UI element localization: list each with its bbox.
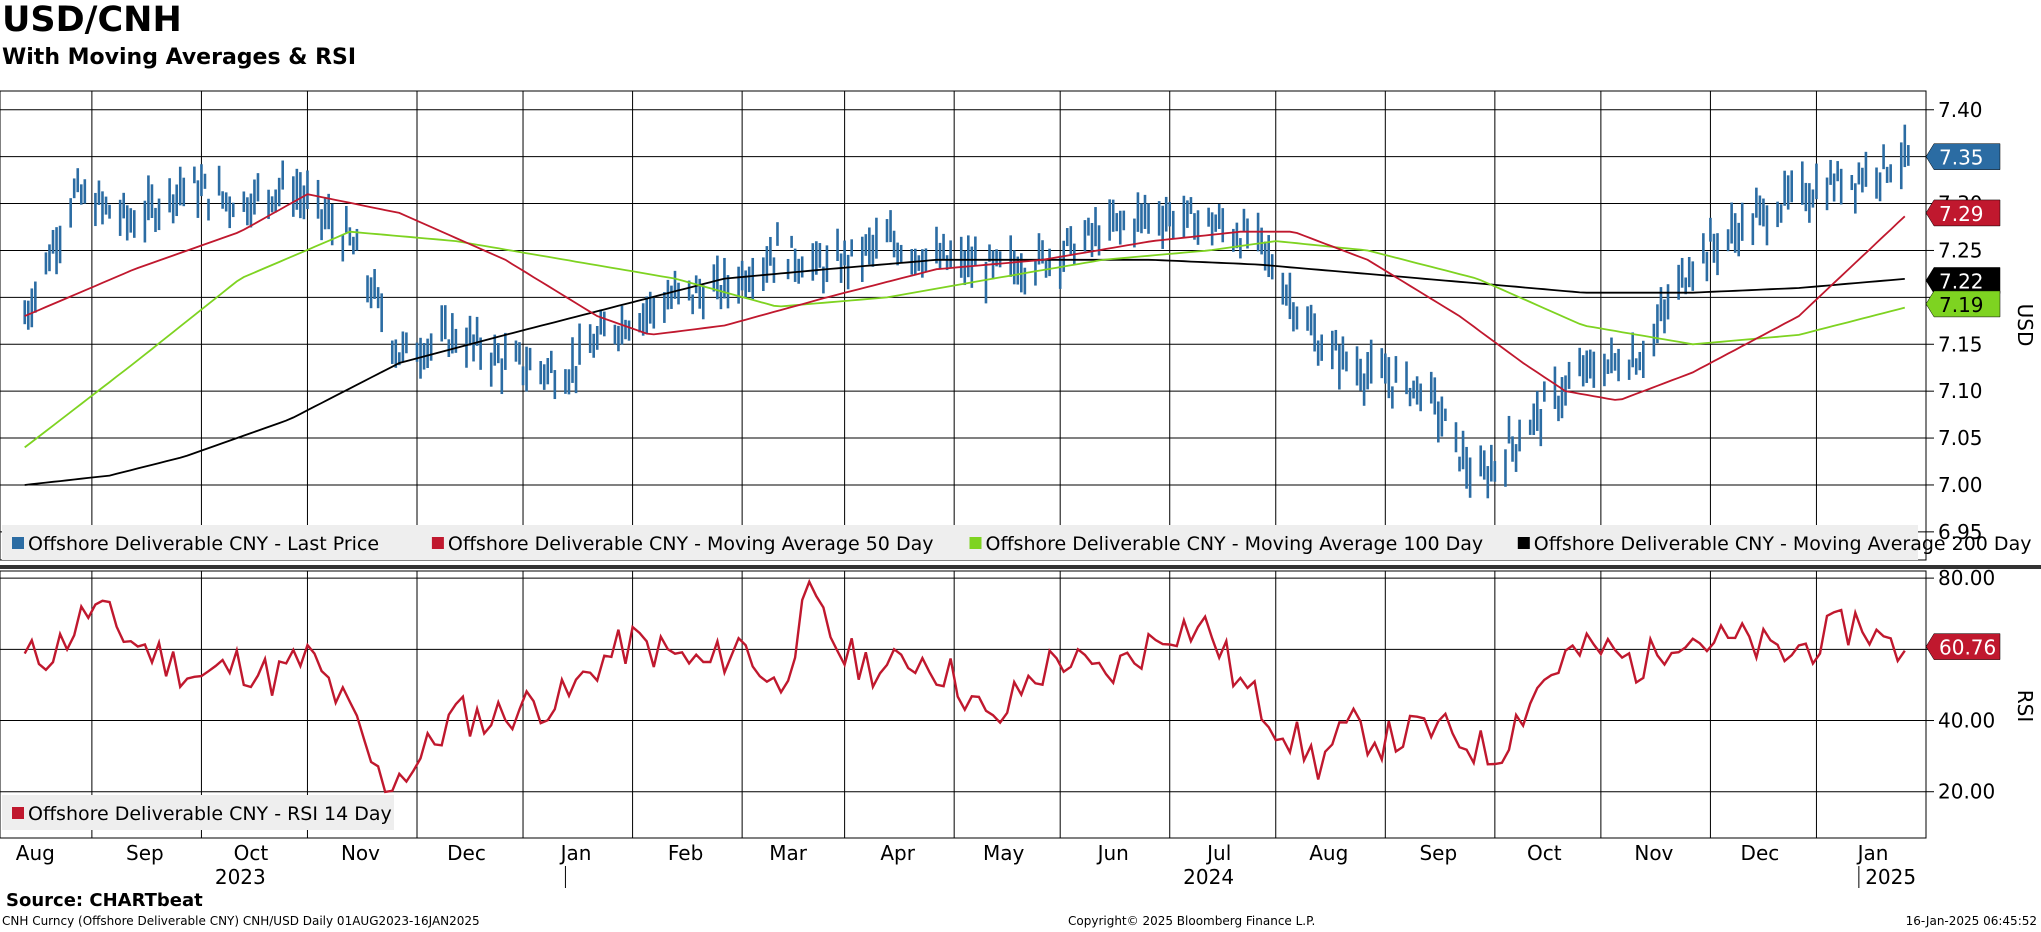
price-tick-label: 6.95 (1938, 520, 1983, 544)
price-panel-frame (0, 90, 1927, 561)
month-label: Jul (1205, 841, 1231, 865)
source-label: Source: CHARTbeat (6, 890, 203, 911)
ma200-last-tag: 7.22 (1925, 267, 2001, 294)
month-label: Jun (1096, 841, 1129, 865)
legend-swatch-price (12, 537, 24, 549)
legend-label-ma200: Offshore Deliverable CNY - Moving Averag… (1534, 533, 2032, 555)
month-label: Sep (126, 841, 164, 865)
price-last-tag-bg (1925, 143, 2001, 170)
month-label: Apr (880, 841, 915, 865)
month-label: Jan (559, 841, 592, 865)
rsi-legend: Offshore Deliverable CNY - RSI 14 Day (2, 795, 394, 830)
year-label: 2024 (1183, 865, 1234, 889)
price-tick-label: 7.10 (1938, 379, 1983, 403)
ma100-line (24, 230, 1906, 449)
legend-label-ma100: Offshore Deliverable CNY - Moving Averag… (986, 533, 1484, 555)
month-label: Mar (769, 841, 808, 865)
ma100-last-tag-bg (1925, 290, 2001, 318)
legend-label-rsi: Offshore Deliverable CNY - RSI 14 Day (28, 803, 392, 825)
ma50-last-tag-label: 7.29 (1939, 202, 1984, 226)
legend-swatch-ma200 (1517, 537, 1530, 549)
month-label: Dec (1741, 841, 1780, 865)
price-last-tag: 7.35 (1925, 143, 2001, 170)
rsi-tick-label: 20.00 (1938, 780, 1995, 804)
ma100-last-tag: 7.19 (1925, 290, 2001, 318)
footer-copyright: Copyright© 2025 Bloomberg Finance L.P. (1068, 914, 1316, 928)
rsi-last-tag-label: 60.76 (1939, 636, 1996, 660)
rsi-last-tag: 60.76 (1925, 633, 2001, 660)
ma50-last-tag: 7.29 (1925, 199, 2001, 227)
rsi-axis-title: RSI (2013, 690, 2037, 723)
ma50-last-tag-bg (1925, 199, 2001, 227)
month-label: Jan (1856, 841, 1889, 865)
legend-swatch-ma50 (431, 537, 444, 549)
month-label: Dec (447, 841, 486, 865)
price-last-tag-label: 7.35 (1939, 146, 1984, 170)
rsi-tick-label: 80.00 (1938, 566, 1995, 590)
ma100-last-tag-label: 7.19 (1939, 293, 1984, 317)
rsi-legend-bg (2, 795, 394, 830)
rsi-panel-frame (0, 570, 1927, 839)
month-label: Aug (1309, 841, 1348, 865)
price-tick-label: 7.40 (1938, 98, 1983, 122)
chart-subtitle: With Moving Averages & RSI (2, 45, 357, 70)
price-tick-label: 7.25 (1938, 238, 1983, 262)
price-legend-bg (2, 525, 1918, 560)
rsi-line (23, 578, 1906, 794)
price-legend: Offshore Deliverable CNY - Last Price Off… (2, 525, 2031, 560)
legend-swatch-ma100 (969, 537, 982, 549)
year-label: 2023 (215, 865, 266, 889)
footer-ticker: CNH Curncy (Offshore Deliverable CNY) CN… (2, 914, 480, 928)
rsi-tick-label: 40.00 (1938, 709, 1995, 733)
legend-swatch-rsi (12, 807, 24, 819)
footer-timestamp: 16-Jan-2025 06:45:52 (1905, 914, 2037, 928)
ma50-line (24, 193, 1906, 401)
month-label: May (983, 841, 1025, 865)
price-tick-label: 7.05 (1938, 426, 1983, 450)
month-label: Sep (1419, 841, 1457, 865)
month-label: Nov (341, 841, 380, 865)
ma200-last-tag-label: 7.22 (1939, 269, 1984, 293)
ma200-last-tag-bg (1925, 267, 2001, 294)
rsi-last-tag-bg (1925, 633, 2001, 660)
chart-title: USD/CNH (2, 0, 182, 40)
price-tick-label: 7.00 (1938, 473, 1983, 497)
month-label: Aug (16, 841, 55, 865)
month-label: Feb (668, 841, 703, 865)
price-tick-label: 7.15 (1938, 332, 1983, 356)
month-label: Oct (1527, 841, 1562, 865)
price-axis-title: USD (2013, 304, 2037, 347)
year-label: 2025 (1865, 865, 1916, 889)
month-label: Nov (1634, 841, 1673, 865)
price-bars (23, 124, 1910, 499)
ma200-line (24, 258, 1905, 486)
legend-label-ma50: Offshore Deliverable CNY - Moving Averag… (448, 533, 934, 555)
month-label: Oct (234, 841, 269, 865)
legend-label-price: Offshore Deliverable CNY - Last Price (28, 533, 379, 555)
